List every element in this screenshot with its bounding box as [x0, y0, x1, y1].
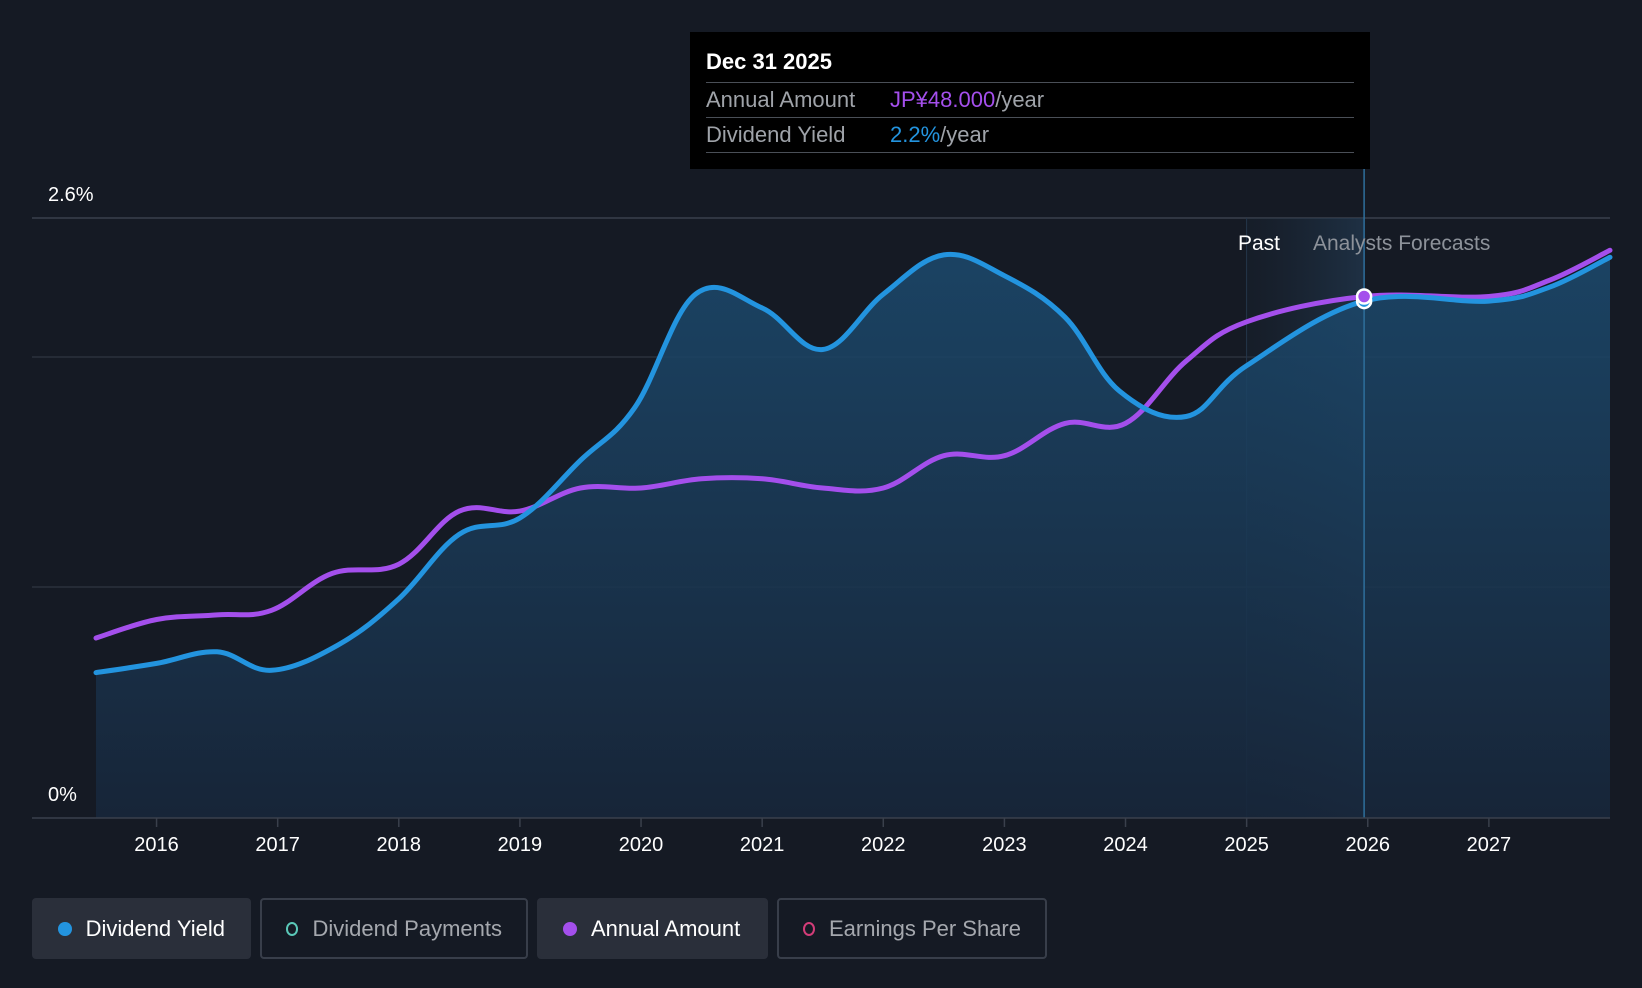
- x-tick-label: 2024: [1103, 834, 1148, 856]
- forecast-label: Analysts Forecasts: [1313, 232, 1490, 255]
- legend-label: Earnings Per Share: [829, 915, 1021, 941]
- legend-ring-icon: [803, 921, 815, 936]
- x-tick-label: 2026: [1346, 834, 1391, 856]
- dividend-yield-area: [96, 254, 1610, 818]
- y-tick-label-bottom: 0%: [48, 784, 77, 806]
- x-tick-label: 2019: [498, 834, 543, 856]
- x-tick-label: 2021: [740, 834, 785, 856]
- y-tick-label-top: 2.6%: [48, 184, 94, 206]
- tooltip-annual-value: JP¥48.000: [890, 87, 996, 112]
- annual-amount-marker[interactable]: [1355, 288, 1373, 305]
- legend-dividend-yield-button[interactable]: Dividend Yield: [32, 898, 251, 959]
- legend-label: Dividend Yield: [85, 915, 225, 941]
- dividend-yield-line[interactable]: [93, 251, 1613, 676]
- x-tick-label: 2020: [619, 834, 664, 856]
- x-tick-label: 2018: [377, 834, 422, 856]
- x-tick-label: 2025: [1224, 834, 1269, 856]
- legend-dot-icon: [58, 921, 72, 936]
- legend-label: Dividend Payments: [312, 915, 502, 941]
- tooltip-yield-label: Dividend Yield: [706, 122, 846, 147]
- tooltip-annual-suffix: /year: [995, 87, 1045, 112]
- hover-tooltip: Dec 31 2025 Annual Amount JP¥48.000/year…: [690, 32, 1370, 169]
- x-tick-label: 2027: [1467, 834, 1512, 856]
- tooltip-yield-row: Dividend Yield 2.2%/year: [706, 118, 1354, 153]
- legend-annual-amount-button[interactable]: Annual Amount: [537, 898, 768, 959]
- tooltip-yield-value: 2.2%: [890, 122, 941, 147]
- annual-amount-line[interactable]: [93, 247, 1613, 641]
- legend-dot-icon: [563, 921, 577, 936]
- x-axis-ticks: 2016 2017 2018 2019 2020 2021 2022 2023 2024 2025…: [134, 818, 1511, 856]
- x-tick-label: 2022: [861, 834, 906, 856]
- tooltip-annual-row: Annual Amount JP¥48.000/year: [706, 83, 1354, 118]
- legend-dividend-payments-button[interactable]: Dividend Payments: [260, 898, 528, 959]
- past-label: Past: [1238, 232, 1280, 255]
- tooltip-date: Dec 31 2025: [706, 32, 1354, 83]
- legend-earnings-per-share-button[interactable]: Earnings Per Share: [777, 898, 1047, 959]
- legend-label: Annual Amount: [591, 915, 741, 941]
- x-tick-label: 2023: [982, 834, 1027, 856]
- tooltip-yield-suffix: /year: [940, 122, 990, 147]
- chart-legend: Dividend Yield Dividend Payments Annual …: [32, 898, 1047, 961]
- x-tick-label: 2017: [255, 834, 300, 856]
- x-tick-label: 2016: [134, 834, 179, 856]
- tooltip-annual-label: Annual Amount: [706, 87, 856, 112]
- legend-ring-icon: [286, 921, 299, 936]
